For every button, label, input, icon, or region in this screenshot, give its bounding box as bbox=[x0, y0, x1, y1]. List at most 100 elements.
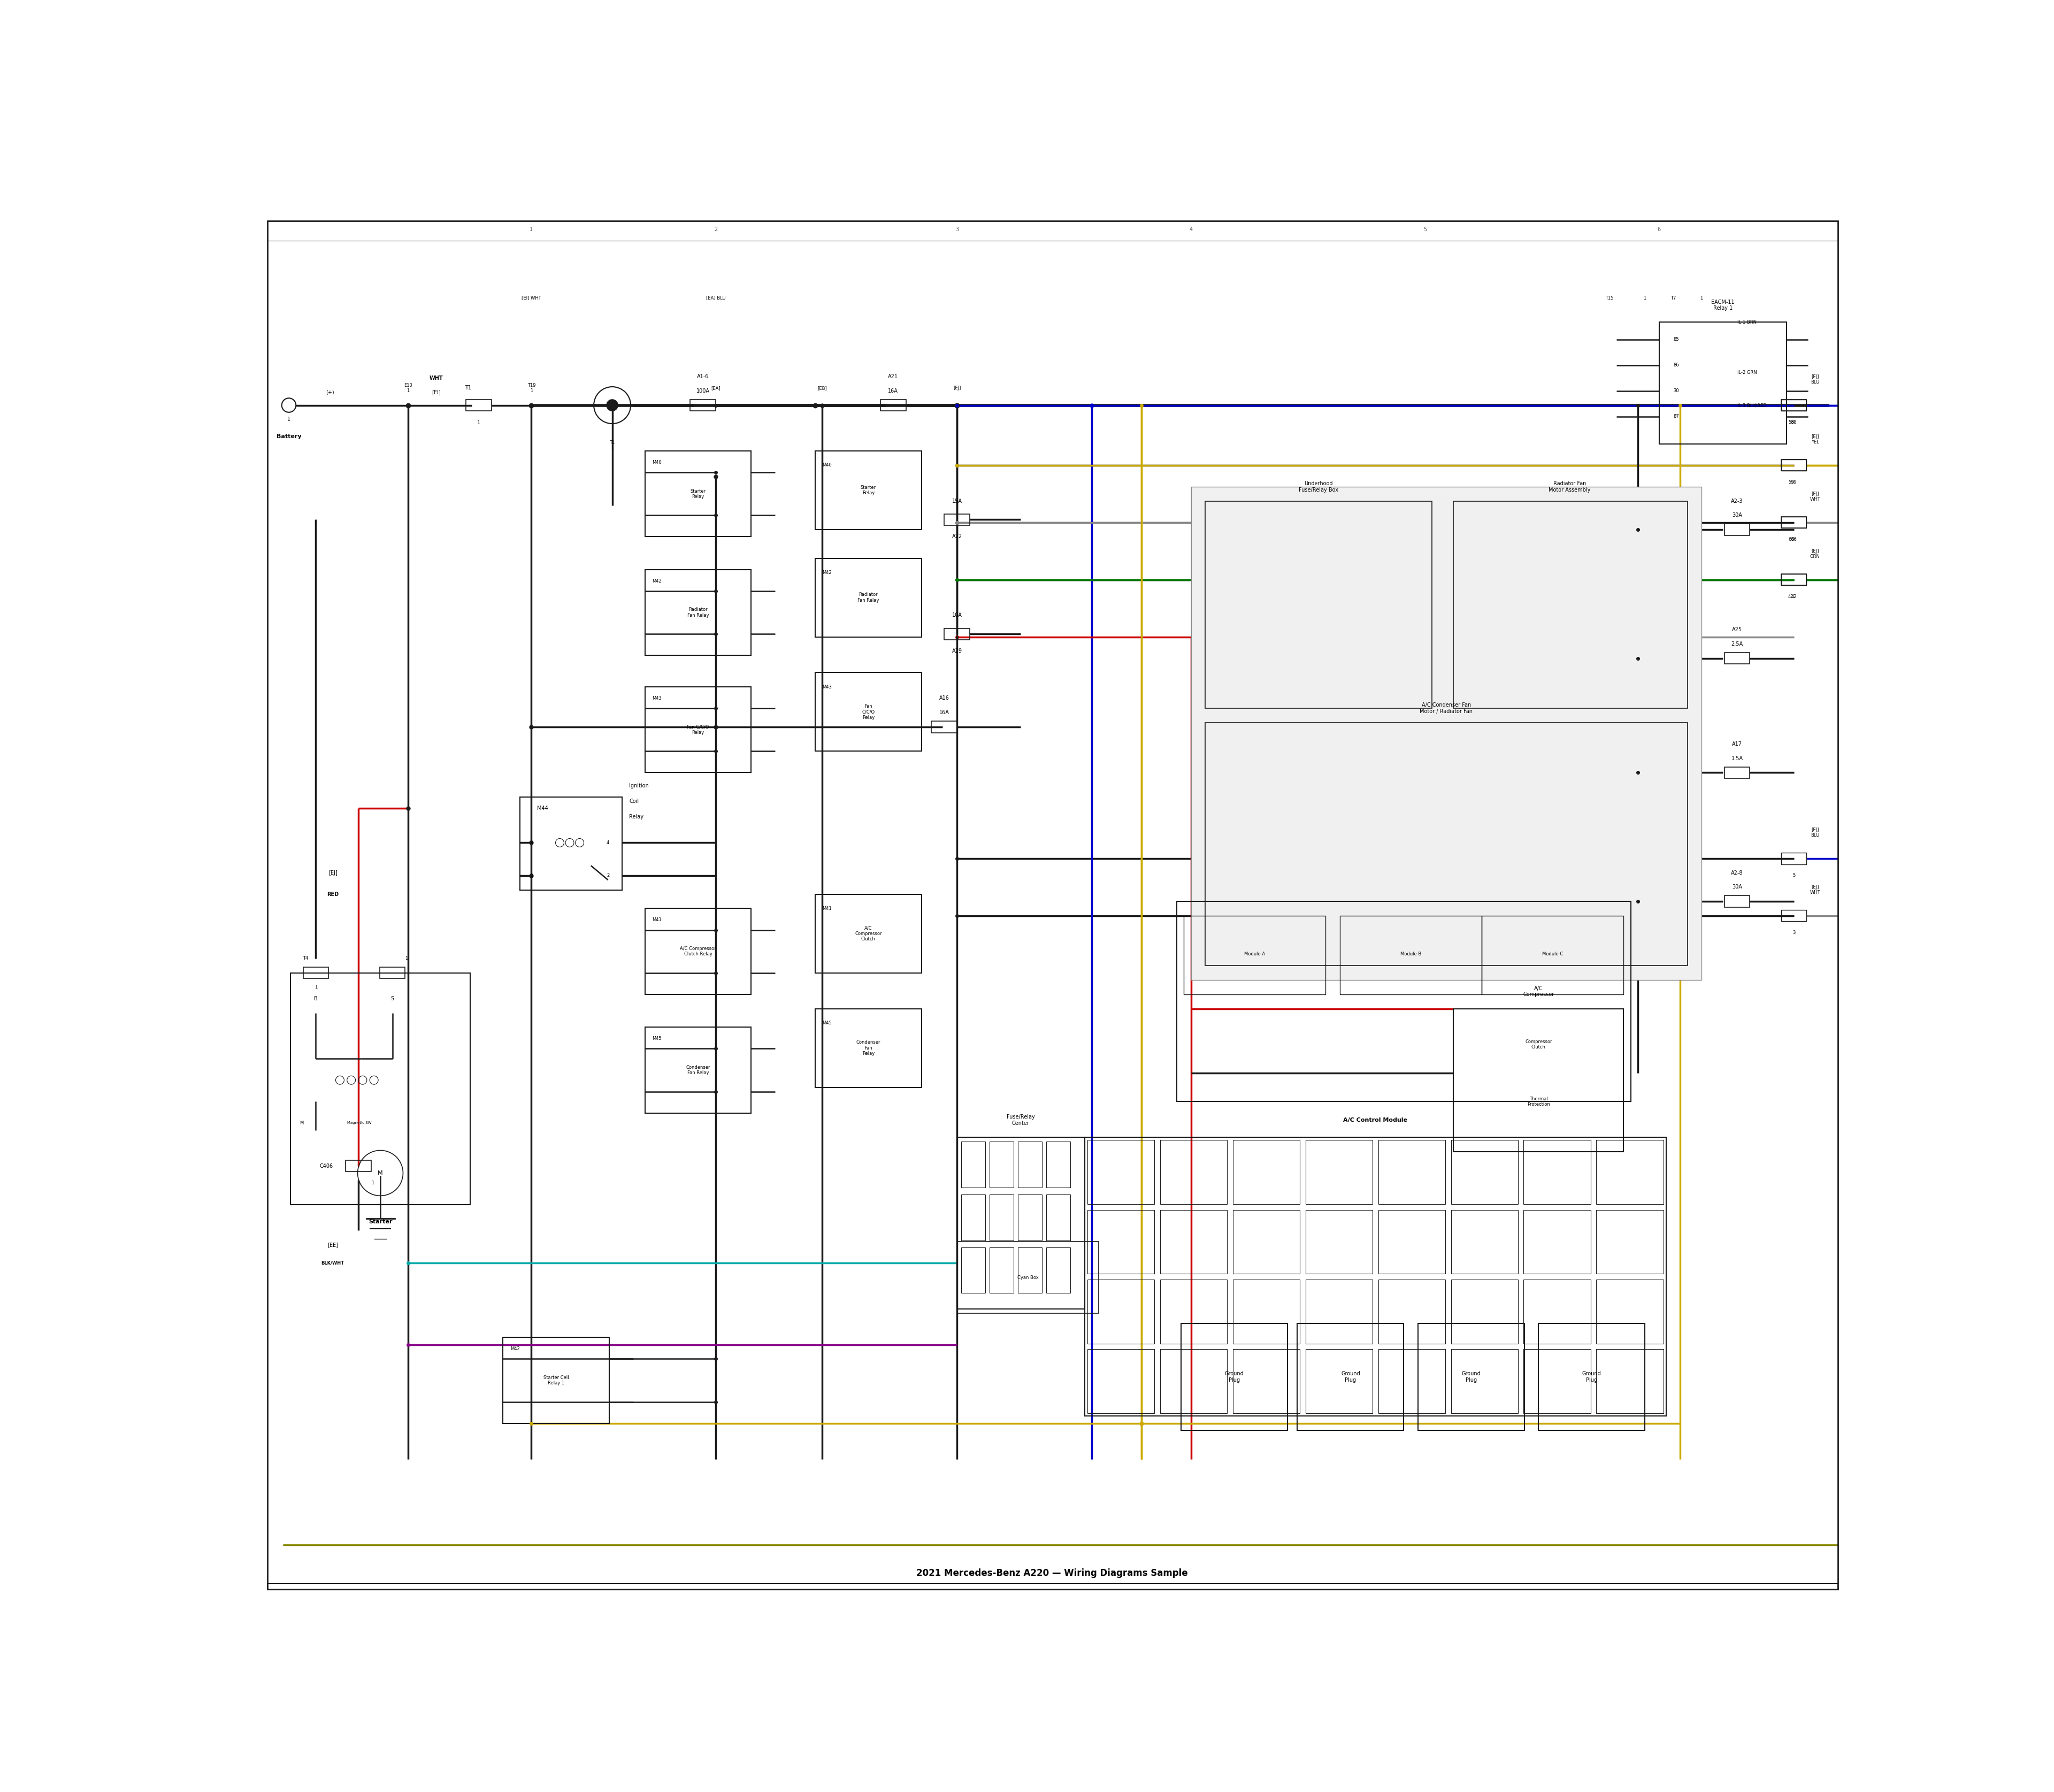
Text: 16A: 16A bbox=[887, 389, 898, 394]
Text: 5: 5 bbox=[1423, 226, 1428, 231]
Bar bbox=[1481, 916, 1623, 995]
Text: 3: 3 bbox=[955, 226, 959, 231]
Bar bbox=[1232, 1349, 1300, 1414]
Text: 42: 42 bbox=[1789, 595, 1793, 599]
Text: [EJ]: [EJ] bbox=[953, 385, 961, 391]
Text: 1: 1 bbox=[372, 1181, 374, 1186]
Text: M42: M42 bbox=[822, 570, 832, 575]
Text: A1-6: A1-6 bbox=[696, 375, 709, 380]
Text: 30A: 30A bbox=[1732, 513, 1742, 518]
Text: A/C Control Module: A/C Control Module bbox=[1343, 1118, 1407, 1124]
Text: Relay: Relay bbox=[629, 814, 643, 819]
Bar bbox=[1524, 1349, 1590, 1414]
Text: 87: 87 bbox=[1674, 414, 1678, 419]
Text: Ground
Plug: Ground Plug bbox=[1462, 1371, 1481, 1383]
Bar bbox=[1450, 1140, 1518, 1204]
Text: 100A: 100A bbox=[696, 389, 711, 394]
Bar bbox=[1191, 487, 1701, 980]
Text: 2: 2 bbox=[606, 873, 610, 878]
Bar bbox=[1177, 901, 1631, 1102]
Text: M: M bbox=[378, 1170, 382, 1176]
Text: WHT: WHT bbox=[429, 375, 444, 380]
Text: 58: 58 bbox=[1791, 419, 1797, 425]
Bar bbox=[1183, 916, 1325, 995]
Text: Starter
Relay: Starter Relay bbox=[861, 486, 877, 495]
Text: M44: M44 bbox=[536, 806, 548, 812]
Text: [EE]: [EE] bbox=[327, 1242, 339, 1247]
Text: B: B bbox=[314, 996, 318, 1002]
Bar bbox=[380, 968, 405, 978]
Bar bbox=[1723, 896, 1750, 907]
Bar bbox=[1045, 1247, 1070, 1294]
Bar bbox=[1232, 1210, 1300, 1274]
Bar bbox=[1660, 323, 1787, 444]
Text: [EJ]
WHT: [EJ] WHT bbox=[1810, 491, 1820, 502]
Bar bbox=[1306, 1279, 1372, 1344]
Bar bbox=[1596, 1349, 1664, 1414]
Bar bbox=[345, 1159, 372, 1172]
Bar bbox=[961, 1247, 986, 1294]
Text: 6: 6 bbox=[1658, 226, 1662, 231]
Bar bbox=[1781, 853, 1808, 864]
Text: 42: 42 bbox=[1791, 595, 1797, 599]
Text: Magnetic SW: Magnetic SW bbox=[347, 1122, 372, 1125]
Bar bbox=[881, 400, 906, 410]
Text: 30A: 30A bbox=[1732, 885, 1742, 891]
Bar bbox=[267, 1584, 1838, 1590]
Text: 3: 3 bbox=[530, 840, 532, 846]
Text: A16: A16 bbox=[939, 695, 949, 701]
Text: Radiator
Fan Relay: Radiator Fan Relay bbox=[857, 593, 879, 602]
Text: Fan
C/C/O
Relay: Fan C/C/O Relay bbox=[863, 704, 875, 720]
Bar bbox=[1378, 1210, 1446, 1274]
Text: A/C
Compressor
Clutch: A/C Compressor Clutch bbox=[854, 926, 881, 941]
Text: Starter: Starter bbox=[368, 1219, 392, 1224]
Text: 66: 66 bbox=[1791, 538, 1797, 541]
Bar bbox=[1161, 1210, 1226, 1274]
Bar bbox=[1524, 1140, 1590, 1204]
Bar bbox=[1306, 1349, 1372, 1414]
Text: Condenser
Fan Relay: Condenser Fan Relay bbox=[686, 1064, 711, 1075]
Text: Underhood
Fuse/Relay Box: Underhood Fuse/Relay Box bbox=[1298, 480, 1339, 493]
Text: Module A: Module A bbox=[1245, 952, 1265, 957]
Text: 30: 30 bbox=[1674, 389, 1678, 392]
Text: S: S bbox=[390, 996, 394, 1002]
Text: 1: 1 bbox=[530, 226, 534, 231]
Text: 86: 86 bbox=[1674, 362, 1678, 367]
Text: [EJ]
GRN: [EJ] GRN bbox=[1810, 548, 1820, 559]
Text: Fan C/C/O
Relay: Fan C/C/O Relay bbox=[686, 724, 709, 735]
Bar bbox=[961, 1142, 986, 1188]
Bar bbox=[1454, 502, 1688, 708]
Bar bbox=[503, 1337, 610, 1423]
Text: IL-2 GRN: IL-2 GRN bbox=[1738, 369, 1756, 375]
Text: Ignition: Ignition bbox=[629, 783, 649, 788]
Text: Ground
Plug: Ground Plug bbox=[1582, 1371, 1602, 1383]
Text: M: M bbox=[300, 1120, 304, 1125]
Bar bbox=[1781, 400, 1808, 410]
Bar bbox=[1306, 1210, 1372, 1274]
Text: IL-3 BLU/RED: IL-3 BLU/RED bbox=[1738, 403, 1766, 407]
Text: RED: RED bbox=[327, 892, 339, 898]
Bar bbox=[1161, 1279, 1226, 1344]
Text: Cyan Box: Cyan Box bbox=[1017, 1276, 1039, 1279]
Text: [EA] BLU: [EA] BLU bbox=[707, 296, 725, 301]
Bar bbox=[945, 514, 969, 525]
Text: 3: 3 bbox=[1793, 930, 1795, 935]
Text: Radiator
Fan Relay: Radiator Fan Relay bbox=[688, 607, 709, 618]
Text: 59: 59 bbox=[1789, 480, 1793, 486]
Text: 2.5A: 2.5A bbox=[1732, 642, 1744, 647]
Text: [EJ]
WHT: [EJ] WHT bbox=[1810, 885, 1820, 896]
Bar bbox=[1085, 1138, 1666, 1416]
Bar bbox=[930, 720, 957, 733]
Text: EACM-11
Relay 1: EACM-11 Relay 1 bbox=[1711, 299, 1734, 310]
Bar bbox=[645, 909, 752, 995]
Text: A17: A17 bbox=[1732, 742, 1742, 747]
Text: [EA]: [EA] bbox=[711, 385, 721, 391]
Text: 1: 1 bbox=[1643, 296, 1647, 301]
Text: M45: M45 bbox=[651, 1036, 661, 1041]
Text: 15A: 15A bbox=[951, 498, 961, 504]
Text: A/C
Compressor: A/C Compressor bbox=[1522, 986, 1555, 996]
Text: 60: 60 bbox=[1789, 538, 1793, 541]
Bar bbox=[815, 1009, 922, 1088]
Bar bbox=[1450, 1349, 1518, 1414]
Bar bbox=[1781, 573, 1808, 586]
